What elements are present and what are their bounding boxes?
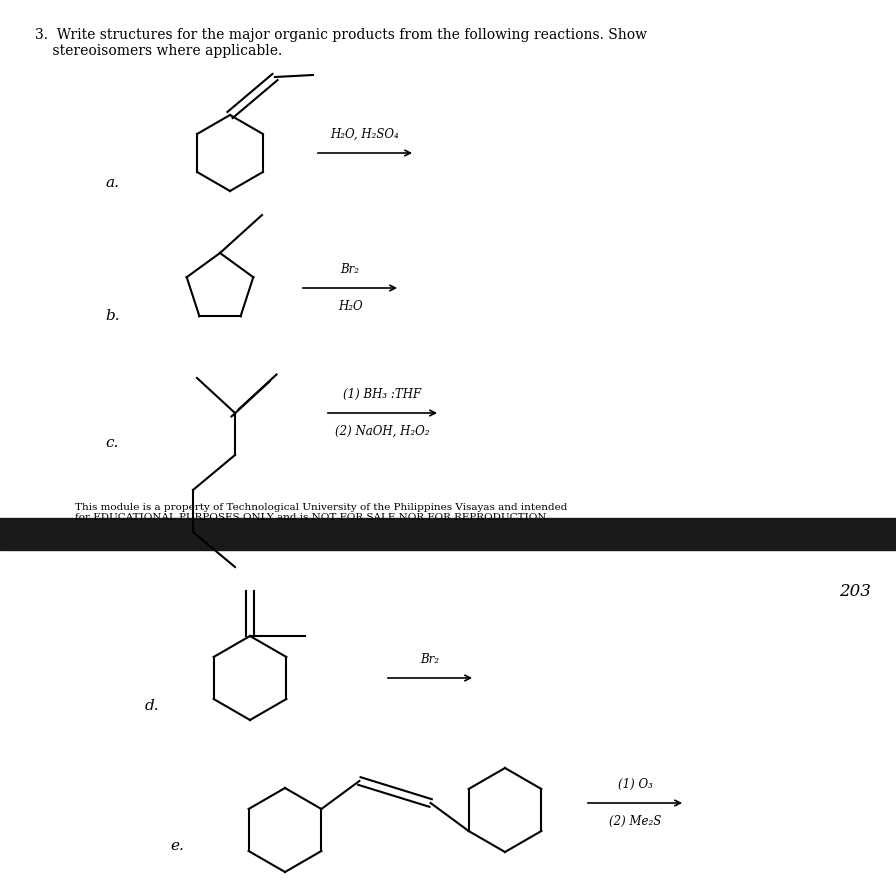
Text: Br₂: Br₂ bbox=[340, 263, 359, 276]
Text: 203: 203 bbox=[839, 583, 871, 600]
Text: H₂O, H₂SO₄: H₂O, H₂SO₄ bbox=[331, 128, 400, 141]
Text: (1) O₃: (1) O₃ bbox=[617, 778, 652, 791]
Bar bbox=[0, 518, 896, 550]
Text: a.: a. bbox=[105, 176, 119, 190]
Text: (2) NaOH, H₂O₂: (2) NaOH, H₂O₂ bbox=[335, 425, 430, 438]
Text: (1) BH₃ :THF: (1) BH₃ :THF bbox=[343, 388, 421, 401]
Text: b.: b. bbox=[105, 309, 120, 323]
Text: Br₂: Br₂ bbox=[420, 653, 440, 666]
Text: d.: d. bbox=[145, 699, 159, 713]
Text: H₂O: H₂O bbox=[338, 300, 362, 313]
Text: (2) Me₂S: (2) Me₂S bbox=[609, 815, 661, 828]
Text: 3.  Write structures for the major organic products from the following reactions: 3. Write structures for the major organi… bbox=[35, 28, 647, 59]
Text: c.: c. bbox=[105, 436, 118, 450]
Text: This module is a property of Technological University of the Philippines Visayas: This module is a property of Technologic… bbox=[75, 503, 567, 522]
Text: e.: e. bbox=[170, 839, 184, 853]
